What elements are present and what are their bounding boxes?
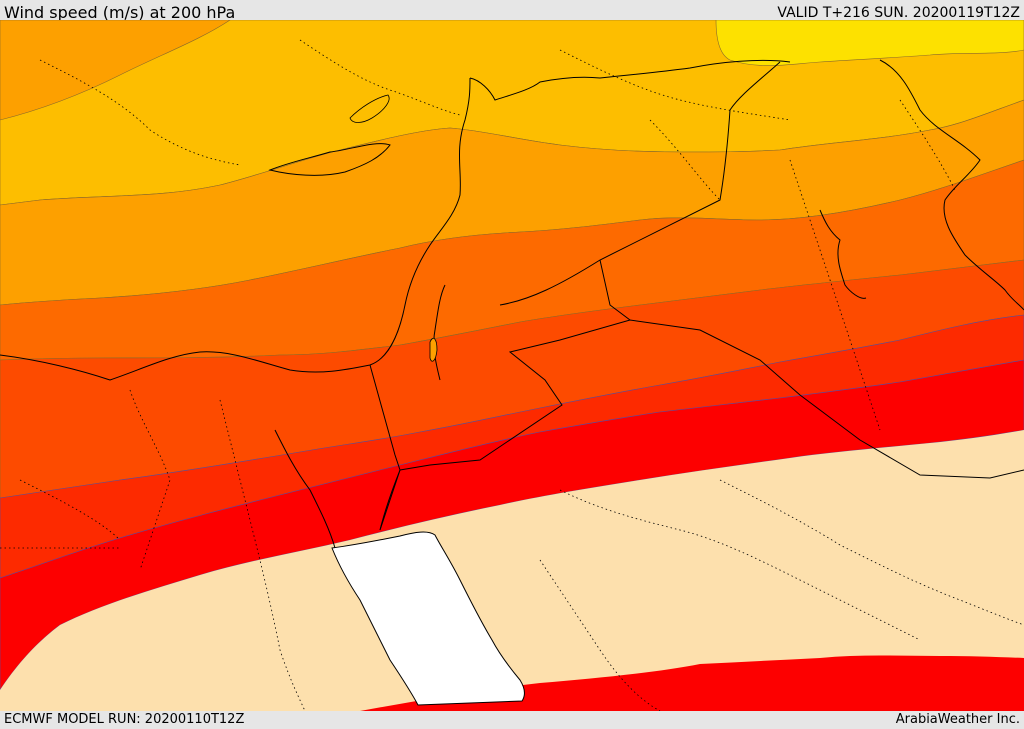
province-borders [0,39,1024,711]
country-borders [0,59,1024,549]
header-bar: Wind speed (m/s) at 200 hPa VALID T+216 … [0,0,1024,22]
footer-bar: ECMWF MODEL RUN: 20200110T12Z ArabiaWeat… [0,711,1024,729]
dead-sea [429,337,438,362]
band-red [0,359,1024,691]
band-amber-top [0,20,231,121]
band-lightest [0,430,1024,711]
credit-label: ArabiaWeather Inc. [895,712,1020,727]
band-yellow [715,20,1024,66]
model-run-label: ECMWF MODEL RUN: 20200110T12Z [4,712,245,727]
chart-title: Wind speed (m/s) at 200 hPa [4,3,236,22]
red-sea [331,531,525,706]
valid-time: VALID T+216 SUN. 20200119T12Z [777,5,1020,21]
lake-tuz [349,94,390,123]
wind-speed-map [0,20,1024,711]
band-red-bottom [360,655,1024,711]
